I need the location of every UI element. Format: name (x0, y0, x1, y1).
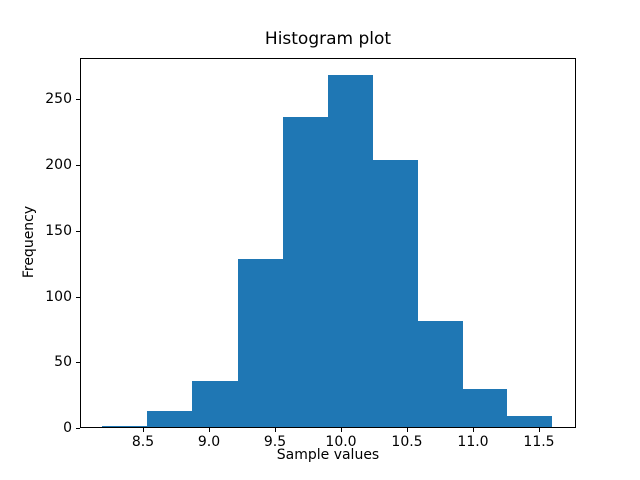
y-tick-label: 100 (45, 289, 72, 305)
y-tick-mark (76, 362, 80, 363)
x-tick-label: 11.0 (457, 434, 489, 450)
x-tick-label: 9.5 (263, 434, 287, 450)
histogram-bar (238, 259, 283, 427)
y-tick-mark (76, 99, 80, 100)
y-tick-label: 200 (45, 157, 72, 173)
y-tick-mark (76, 428, 80, 429)
histogram-bar (283, 117, 328, 427)
x-tick-mark (473, 428, 474, 432)
y-tick-mark (76, 231, 80, 232)
histogram-bar (328, 75, 373, 427)
histogram-bar (102, 426, 147, 427)
y-tick-label: 150 (45, 223, 72, 239)
y-tick-label: 0 (63, 420, 72, 436)
histogram-bar (463, 389, 507, 427)
y-tick-label: 50 (54, 354, 72, 370)
histogram-bar (373, 160, 418, 427)
x-tick-label: 10.0 (325, 434, 357, 450)
x-tick-mark (407, 428, 408, 432)
histogram-bar (192, 381, 238, 427)
y-tick-mark (76, 165, 80, 166)
x-tick-mark (539, 428, 540, 432)
histogram-bar (507, 416, 552, 427)
y-tick-label: 250 (45, 91, 72, 107)
x-tick-mark (209, 428, 210, 432)
x-axis-label: Sample values (276, 447, 380, 463)
x-tick-label: 8.5 (131, 434, 155, 450)
x-tick-label: 11.5 (523, 434, 555, 450)
x-tick-label: 9.0 (197, 434, 221, 450)
histogram-bar (147, 411, 192, 427)
x-tick-label: 10.5 (391, 434, 423, 450)
y-tick-mark (76, 297, 80, 298)
x-tick-mark (341, 428, 342, 432)
x-tick-mark (143, 428, 144, 432)
plot-area (80, 58, 576, 428)
chart-title: Histogram plot (264, 29, 392, 49)
y-axis-label: Frequency (21, 205, 37, 279)
x-tick-mark (275, 428, 276, 432)
histogram-bar (418, 321, 463, 427)
